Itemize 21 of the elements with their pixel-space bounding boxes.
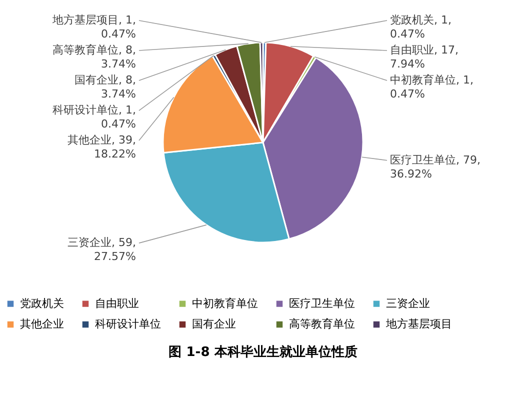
legend-label: 国有企业 (192, 318, 236, 330)
legend-label: 自由职业 (95, 296, 139, 310)
data-label: 地方基层项目, 1, 0.47% (52, 14, 136, 41)
legend-label: 三资企业 (386, 296, 430, 310)
data-label: 高等教育单位, 8, 3.74% (52, 44, 136, 71)
legend-label: 其他企业 (20, 318, 64, 330)
data-label: 自由职业, 17, 7.94% (390, 44, 458, 71)
data-label: 科研设计单位, 1, 0.47% (52, 104, 136, 131)
data-label: 中初教育单位, 1, 0.47% (390, 74, 474, 101)
data-label: 其他企业, 39, 18.22% (68, 134, 136, 161)
data-label: 国有企业, 8, 3.74% (74, 74, 136, 101)
legend-label: 中初教育单位 (192, 296, 258, 310)
legend-label: 科研设计单位 (95, 318, 161, 330)
data-label: 医疗卫生单位, 79, 36.92% (390, 153, 480, 180)
legend-label: 党政机关 (20, 296, 64, 310)
legend-label: 高等教育单位 (289, 318, 355, 330)
data-label: 党政机关, 1, 0.47% (390, 14, 452, 41)
legend-label: 地方基层项目 (385, 318, 452, 330)
text: 图 1-8 本科毕业生就业单位性质 (168, 344, 358, 360)
data-label: 三资企业, 59, 27.57% (68, 236, 136, 264)
legend-label: 医疗卫生单位 (289, 296, 355, 310)
